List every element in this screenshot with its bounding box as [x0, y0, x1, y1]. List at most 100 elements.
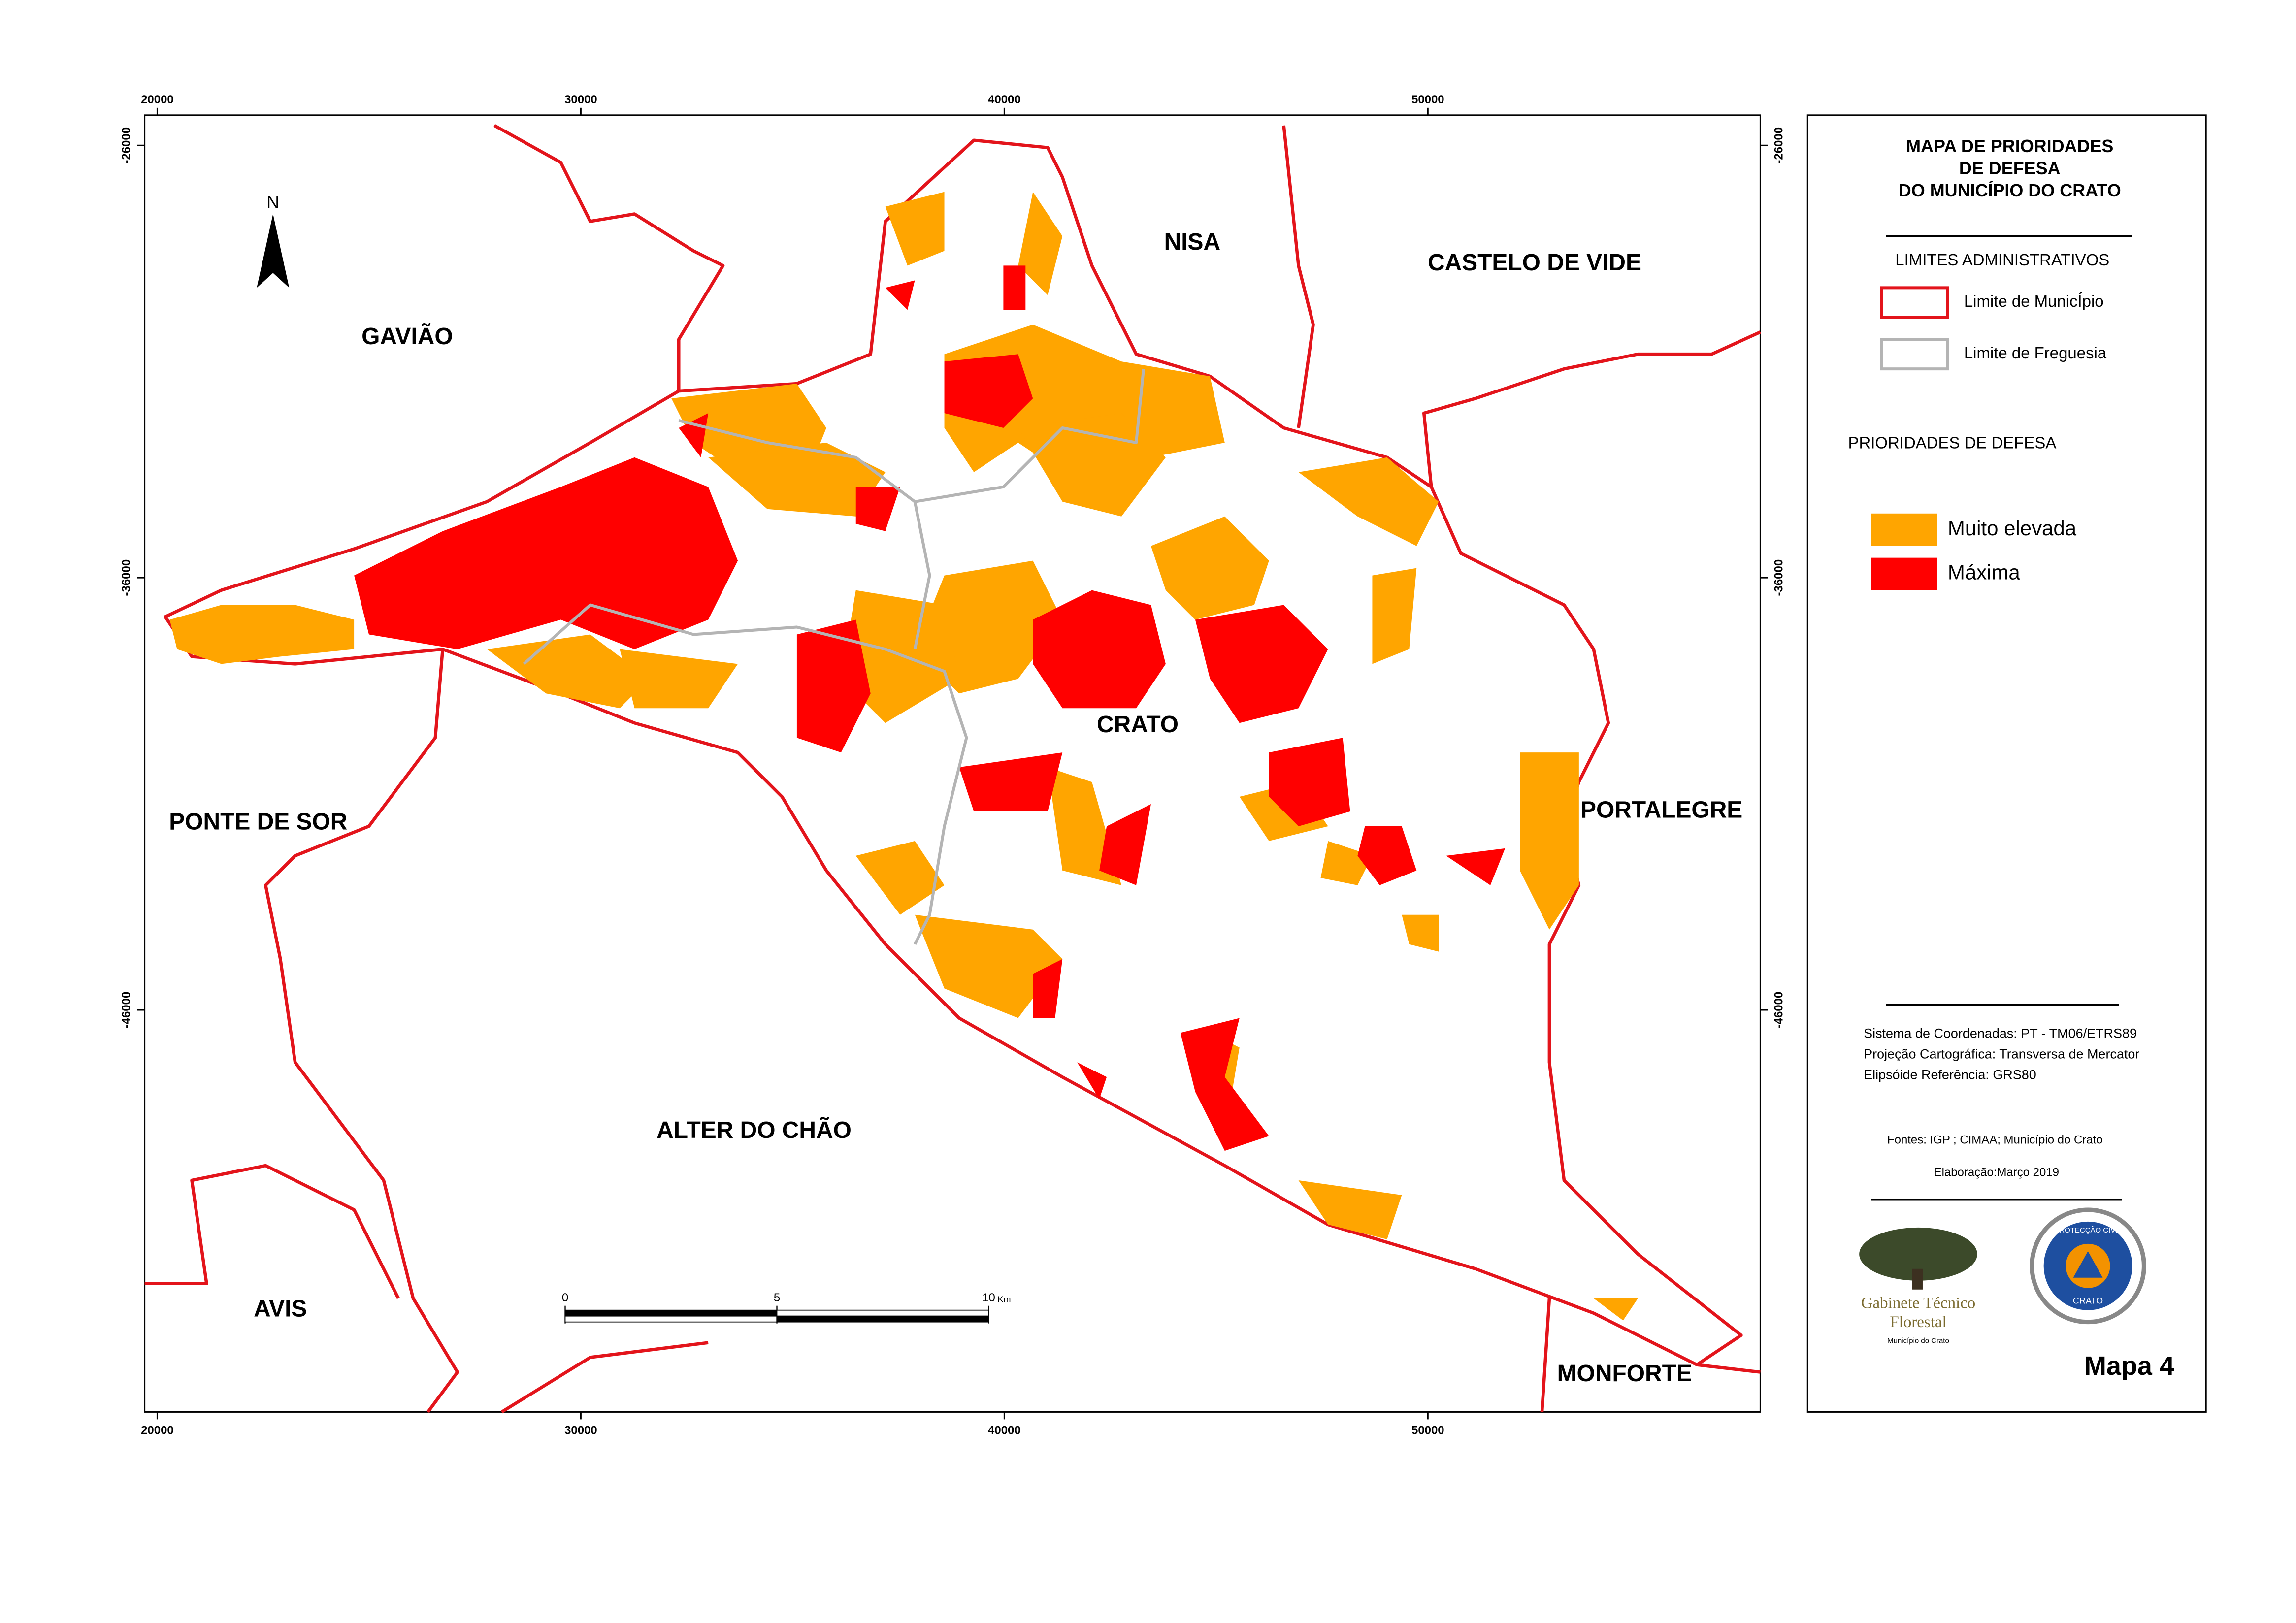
priority-area [1298, 457, 1439, 546]
priority-area [959, 752, 1063, 812]
boundary-line [1422, 330, 1761, 487]
priority-area [1003, 265, 1026, 310]
priority-area [885, 280, 915, 310]
priority-area [620, 649, 738, 709]
boundary-line [264, 649, 459, 1413]
priority-area [1520, 752, 1579, 930]
region-label: AVIS [254, 1296, 307, 1322]
priority-area [1402, 914, 1439, 952]
priority-area [915, 914, 1063, 1018]
region-label: PORTALEGRE [1580, 797, 1742, 823]
priority-area [855, 841, 945, 915]
parish-boundaries [523, 368, 1145, 945]
y-tick-label: -36000 [120, 559, 133, 596]
region-label: CASTELO DE VIDE [1428, 250, 1641, 276]
priority-area [1446, 848, 1506, 885]
priority-area [354, 457, 738, 649]
municipal-boundaries [144, 124, 1761, 1414]
scale-segment [564, 1309, 778, 1317]
legend-swatch [1871, 513, 1937, 546]
priority-area [1357, 826, 1417, 885]
region-label: MONFORTE [1557, 1361, 1692, 1387]
scale-label: 5 [774, 1291, 780, 1304]
scale-segment [564, 1315, 778, 1323]
priority-area [1195, 605, 1328, 723]
x-tick-label: 30000 [564, 1424, 597, 1437]
priority-area [1150, 516, 1269, 620]
boundary-line [1540, 1298, 1551, 1412]
priority-area [1269, 738, 1350, 826]
x-tick-label: 20000 [141, 93, 174, 106]
y-tick-label: -26000 [120, 127, 133, 164]
legend-panel: MAPA DE PRIORIDADES DE DEFESA DO MUNICÍP… [1806, 114, 2207, 1413]
info-line: Elipsóide Referência: GRS80 [1864, 1067, 2036, 1082]
region-label: CRATO [1097, 712, 1179, 738]
y-tick-label: -46000 [1772, 992, 1786, 1029]
boundary-line [1697, 1363, 1761, 1374]
info-line: Sistema de Coordenadas: PT - TM06/ETRS89 [1864, 1026, 2137, 1041]
x-tick-label: 20000 [141, 1424, 174, 1437]
x-tick-label: 40000 [988, 93, 1021, 106]
y-tick-label: -46000 [120, 992, 133, 1029]
defense-areas [169, 192, 1638, 1321]
title-line: MAPA DE PRIORIDADES [1906, 136, 2113, 156]
map-number: Mapa 4 [2084, 1351, 2174, 1381]
scale-segment [776, 1315, 989, 1323]
priority-area [1033, 959, 1063, 1018]
priority-area [841, 590, 959, 723]
north-label: N [266, 192, 279, 212]
north-arrow [257, 214, 290, 288]
legend-label: Muito elevada [1948, 517, 2077, 540]
logo-pc-triangle [2073, 1251, 2103, 1278]
priority-area [855, 487, 900, 531]
scale-label: 10 [982, 1291, 995, 1304]
boundary-line [500, 1341, 709, 1414]
priority-area [1033, 590, 1166, 709]
priority-area [1018, 192, 1063, 295]
priority-area [796, 619, 871, 753]
priority-area [1372, 568, 1417, 664]
priority-area [708, 442, 886, 517]
logo-text: Florestal [1890, 1313, 1946, 1331]
y-tick-label: -36000 [1772, 559, 1786, 596]
priority-area [885, 192, 945, 266]
info-line: Projeção Cartográfica: Transversa de Mer… [1864, 1046, 2139, 1061]
region-label: GAVIÃO [361, 323, 453, 350]
logo-tree [1859, 1227, 1977, 1281]
parish-line [913, 501, 931, 650]
priority-area [487, 634, 650, 709]
info-sources: Fontes: IGP ; CIMAA; Município do Crato [1887, 1133, 2103, 1146]
region-label: PONTE DE SOR [169, 809, 347, 835]
parish-line [678, 368, 1145, 503]
boundary-line [493, 124, 725, 391]
title-line: DE DEFESA [1959, 158, 2061, 178]
scale-label: 0 [562, 1291, 568, 1304]
legend-swatch [1871, 557, 1937, 590]
priority-area [1099, 804, 1151, 885]
map-area: N [144, 114, 1761, 1414]
title-line: DO MUNICÍPIO DO CRATO [1899, 180, 2121, 200]
priority-area [944, 354, 1033, 428]
legend-heading: PRIORIDADES DE DEFESA [1848, 434, 2057, 452]
legend-label: Máxima [1948, 561, 2020, 584]
priority-area [1018, 413, 1166, 517]
boundary-line [1282, 125, 1315, 428]
priority-area [1298, 1180, 1402, 1239]
x-tick-label: 50000 [1411, 93, 1444, 106]
legend-swatch [1880, 286, 1949, 319]
logo-trunk [1912, 1268, 1923, 1290]
info-date: Elaboração:Março 2019 [1934, 1166, 2059, 1179]
x-tick-label: 30000 [564, 93, 597, 106]
legend-frame [1806, 114, 2207, 1413]
priority-area [1180, 1018, 1269, 1151]
legend-heading: LIMITES ADMINISTRATIVOS [1895, 251, 2109, 269]
x-tick-label: 50000 [1411, 1424, 1444, 1437]
scale-segment [776, 1309, 989, 1317]
boundary-line [144, 1164, 400, 1299]
region-label: ALTER DO CHÃO [656, 1116, 852, 1143]
scale-unit: Km [997, 1294, 1011, 1304]
logo-text: CRATO [2073, 1296, 2103, 1305]
logo-text: Gabinete Técnico [1861, 1294, 1976, 1312]
legend-label: Limite de MunicÍpio [1964, 292, 2104, 310]
